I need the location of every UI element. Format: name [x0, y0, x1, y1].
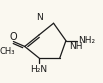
Text: NH₂: NH₂: [78, 36, 95, 45]
Text: NH: NH: [69, 42, 83, 51]
Text: CH₃: CH₃: [0, 47, 15, 56]
Text: O: O: [10, 32, 17, 42]
Text: H₂N: H₂N: [31, 65, 48, 74]
Text: N: N: [36, 13, 43, 22]
